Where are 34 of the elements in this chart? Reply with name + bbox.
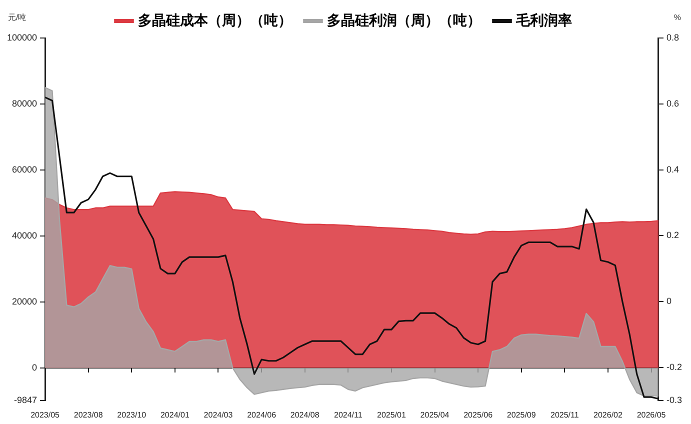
x-tick-label: 2023/08 [74,410,104,420]
legend-label: 多晶硅利润（周）（吨） [327,12,481,28]
y-tick-label: 20000 [12,296,38,306]
y-tick-label: -9847 [14,394,38,405]
x-tick-label: 2025/11 [550,410,580,420]
x-tick-label: 2025/09 [506,410,536,420]
x-tick-label: 2025/04 [420,410,450,420]
y2-tick-label: 0.8 [666,32,680,42]
y2-tick-label: -0.3 [666,394,682,405]
x-tick-label: 2023/10 [117,410,147,420]
x-tick-label: 2024/06 [247,410,277,420]
x-tick-label: 2024/11 [334,410,363,420]
y2-tick-label: 0 [666,296,672,306]
y-axis-title: 元/吨 [8,13,26,22]
y2-axis-title: % [674,13,681,22]
y2-tick-label: -0.2 [666,362,682,372]
y-tick-label: 80000 [12,98,38,108]
y2-tick-label: 0.6 [666,98,680,108]
y-tick-label: 100000 [6,32,38,42]
y2-tick-label: 0.4 [666,164,680,174]
x-tick-label: 2024/03 [204,410,234,420]
x-tick-label: 2026/02 [594,410,623,420]
x-tick-label: 2025/01 [376,410,406,420]
y-tick-label: 40000 [12,230,38,240]
y-tick-label: 0 [32,362,38,372]
x-tick-label: 2024/08 [290,410,320,420]
y2-tick-label: 0.2 [666,230,680,240]
x-tick-label: 2026/05 [636,410,666,420]
legend-label: 多晶硅成本（周）（吨） [138,12,292,28]
legend-label: 毛利润率 [515,12,572,28]
x-tick-label: 2025/06 [464,410,494,420]
y-tick-label: 60000 [12,164,38,174]
x-tick-label: 2024/01 [160,410,190,420]
x-tick-label: 2023/05 [30,410,60,420]
